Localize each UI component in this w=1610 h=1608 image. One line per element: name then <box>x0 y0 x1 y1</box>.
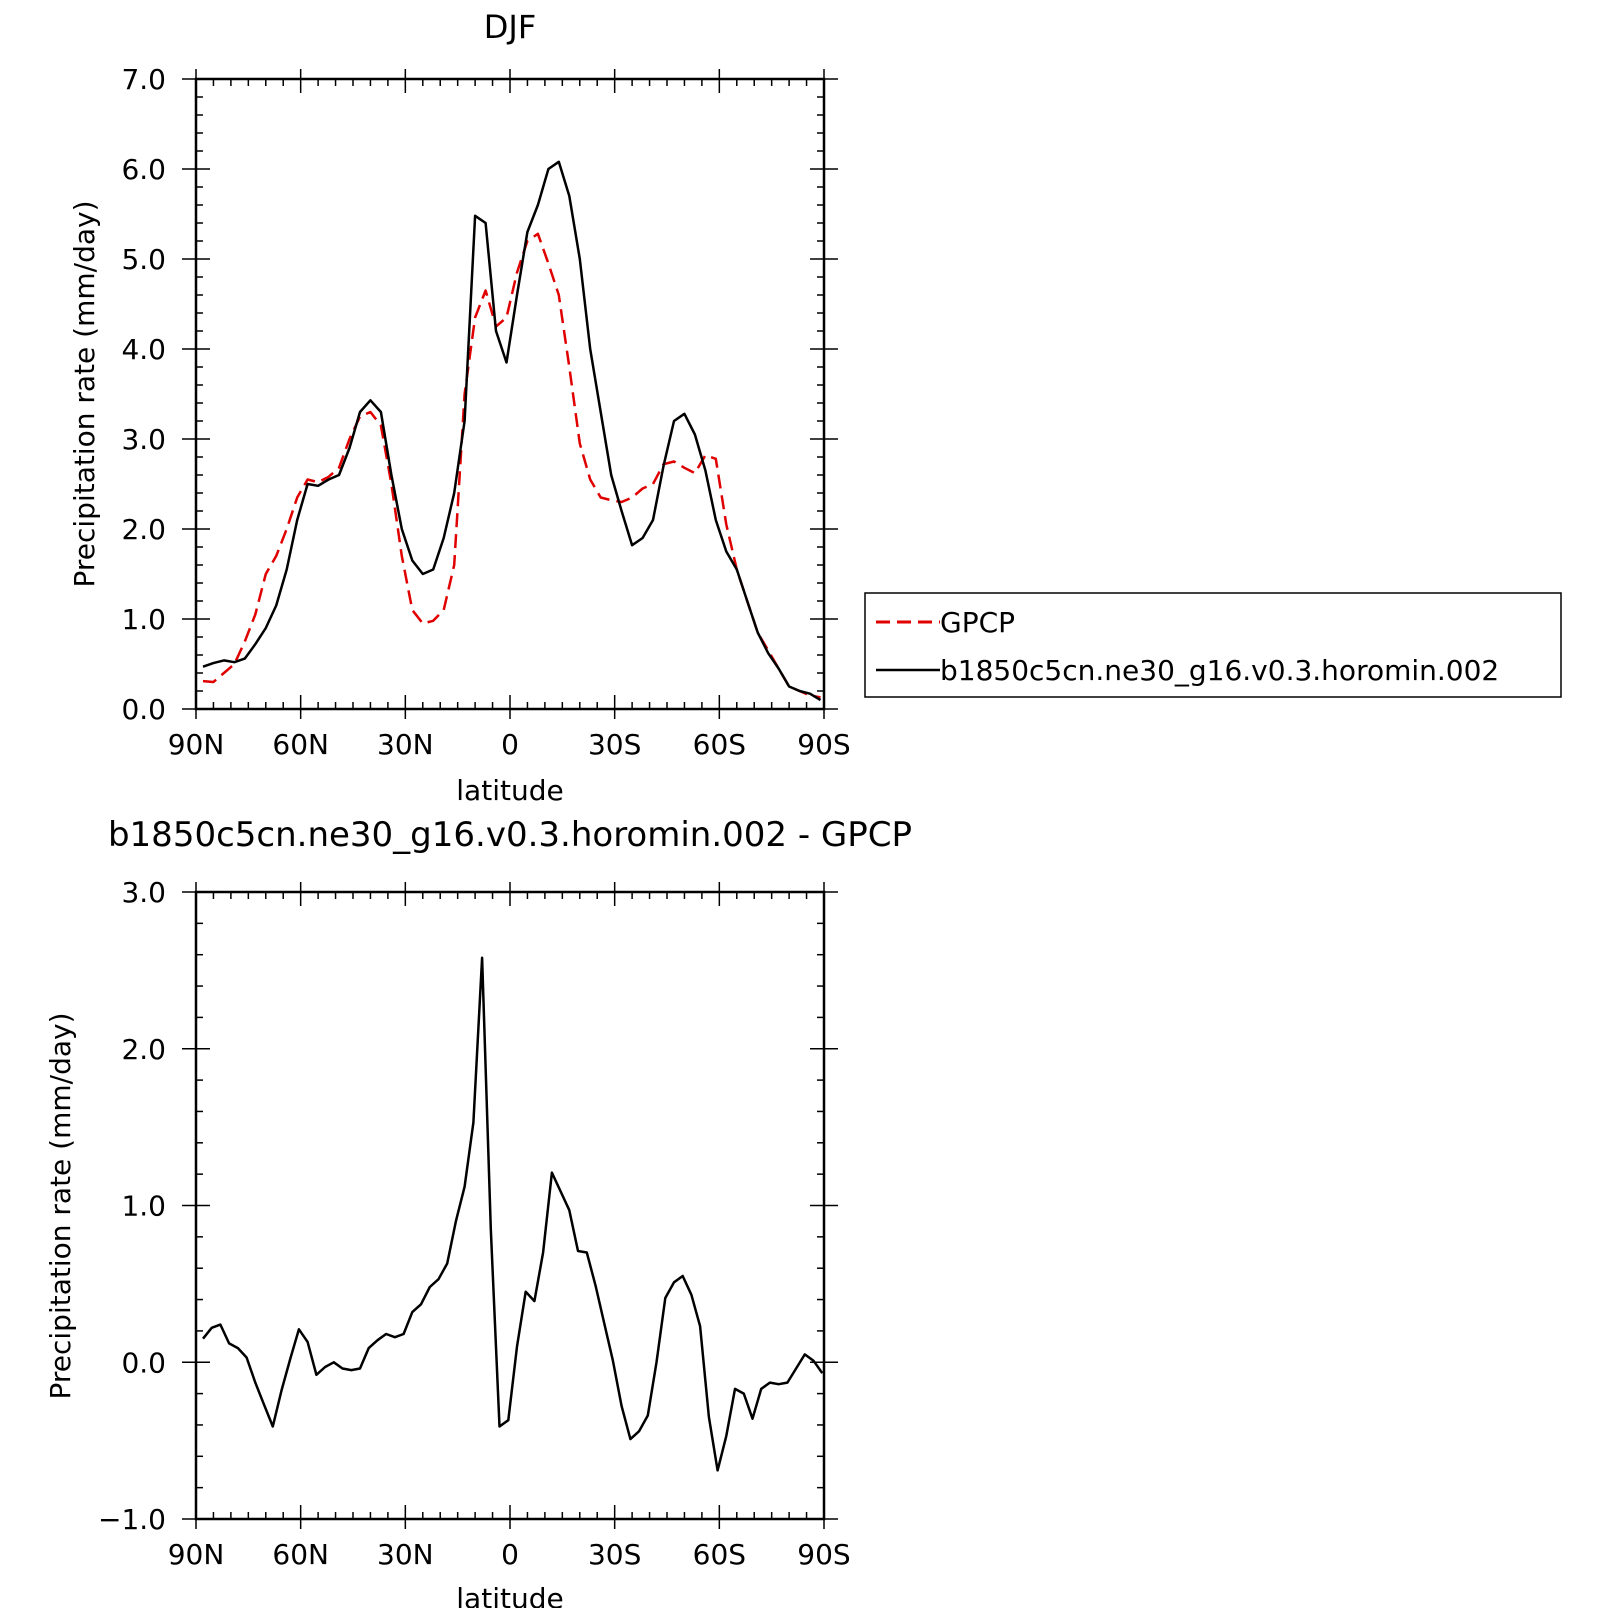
panel-diff-xtick-label: 30S <box>588 1538 641 1571</box>
panel-diff-xtick-label: 30N <box>377 1538 434 1571</box>
panel-djf-ytick-label: 1.0 <box>121 603 166 636</box>
panel-djf-ytick-label: 2.0 <box>121 513 166 546</box>
panel-djf-ytick-label: 0.0 <box>121 693 166 726</box>
panel-djf-series <box>202 160 822 702</box>
panel-djf-series-line-0 <box>202 232 821 699</box>
panel-djf-ylabel: Precipitation rate (mm/day) <box>68 200 101 587</box>
panel-djf-title: DJF <box>484 8 536 46</box>
panel-diff-xtick-label: 60S <box>693 1538 746 1571</box>
panel-diff-ylabel: Precipitation rate (mm/day) <box>44 1012 77 1399</box>
legend: GPCP b1850c5cn.ne30_g16.v0.3.horomin.002 <box>864 592 1562 698</box>
panel-diff-xtick-label: 0 <box>501 1538 519 1571</box>
panel-diff-frame <box>194 890 826 1521</box>
legend-label-gpcp: GPCP <box>940 606 1015 639</box>
panel-diff-xlabel: latitude <box>456 1582 563 1608</box>
panel-djf-ytick-label: 3.0 <box>121 423 166 456</box>
panel-diff-series-line-0 <box>202 956 824 1472</box>
panel-djf-xlabel: latitude <box>456 774 563 807</box>
panel-diff-ytick-label: 2.0 <box>121 1033 166 1066</box>
panel-diff-ytick-label: 3.0 <box>121 876 166 909</box>
panel-djf-xtick-label: 30S <box>588 728 641 761</box>
panel-djf-xtick-label: 0 <box>501 728 519 761</box>
panel-diff-xtick-label: 60N <box>272 1538 329 1571</box>
panel-djf-xtick-label: 60S <box>693 728 746 761</box>
panel-diff-ytick-label: −1.0 <box>98 1503 166 1536</box>
panel-djf-ytick-label: 4.0 <box>121 333 166 366</box>
panel-djf-series-line-1 <box>202 160 822 702</box>
panel-diff-title: b1850c5cn.ne30_g16.v0.3.horomin.002 - GP… <box>108 815 912 855</box>
panel-djf-tick-labels: 90N 60N 30N 0 30S 60S 90S 0.0 1.0 2.0 3.0 4.0 5.0 6.0… <box>121 63 850 761</box>
legend-label-model: b1850c5cn.ne30_g16.v0.3.horomin.002 <box>940 654 1499 687</box>
panel-diff-xtick-label: 90N <box>168 1538 225 1571</box>
panel-djf-ytick-label: 6.0 <box>121 153 166 186</box>
panel-djf-ticks <box>182 69 838 719</box>
panel-djf-ytick-label: 5.0 <box>121 243 166 276</box>
panel-diff-ytick-label: 1.0 <box>121 1190 166 1223</box>
panel-djf: DJF 90N 60N 30N 0 30S 60S 90S 0.0 1.0 2.0 3.0 4.0 5.… <box>68 8 851 807</box>
panel-diff-series <box>202 956 824 1472</box>
panel-djf-xtick-label: 90N <box>168 728 225 761</box>
panel-djf-xtick-label: 60N <box>272 728 329 761</box>
panel-diff-tick-labels: 90N 60N 30N 0 30S 60S 90S −1.0 0.0 1.0 2.0 3.0 <box>98 876 851 1571</box>
panel-diff: b1850c5cn.ne30_g16.v0.3.horomin.002 - GP… <box>44 815 912 1608</box>
panel-diff-ticks <box>182 882 838 1529</box>
panel-djf-xtick-label: 30N <box>377 728 434 761</box>
panel-djf-ytick-label: 7.0 <box>121 63 166 96</box>
panel-diff-xtick-label: 90S <box>797 1538 850 1571</box>
panel-diff-ytick-label: 0.0 <box>121 1346 166 1379</box>
legend-box <box>864 592 1562 698</box>
panel-djf-xtick-label: 90S <box>797 728 850 761</box>
panel-djf-frame <box>194 77 826 711</box>
